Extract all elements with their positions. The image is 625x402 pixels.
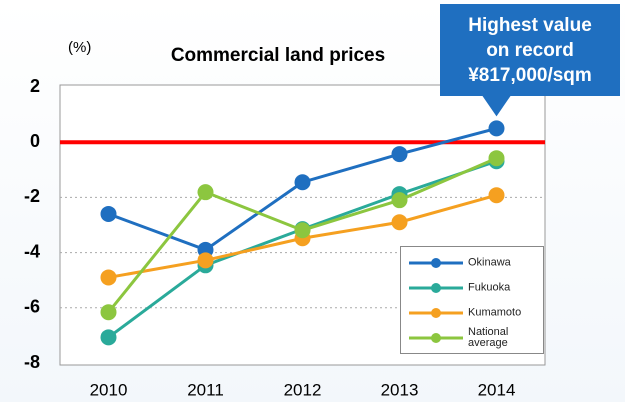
x-tick-label: 2014 (478, 380, 516, 399)
chart-title: Commercial land prices (171, 45, 385, 66)
legend-marker (431, 333, 441, 343)
y-tick-label: -6 (24, 297, 40, 317)
y-tick-label: -8 (24, 352, 40, 372)
legend-label: Okinawa (468, 256, 511, 269)
legend-item: Okinawa (401, 251, 545, 275)
annotation-text: Highest value (468, 14, 592, 36)
y-axis-label: (%) (68, 39, 91, 56)
data-point (100, 269, 117, 286)
data-point (197, 184, 214, 201)
legend-label: Fukuoka (468, 281, 511, 294)
legend-marker (431, 308, 441, 318)
legend-item: National average (401, 326, 545, 350)
data-point (100, 205, 117, 222)
x-tick-label: 2012 (284, 380, 322, 399)
x-tick-label: 2013 (381, 380, 419, 399)
legend-swatch (409, 283, 463, 293)
legend-label: Kumamoto (468, 306, 522, 319)
data-point (197, 252, 214, 269)
x-tick-label: 2011 (187, 380, 224, 399)
data-point (488, 120, 505, 137)
data-point (391, 146, 408, 163)
data-point (100, 304, 117, 321)
legend: Okinawa Fukuoka Kumamoto National average (400, 246, 544, 354)
y-tick-label: 0 (30, 131, 40, 151)
data-point (488, 187, 505, 204)
y-tick-label: -2 (24, 186, 40, 206)
y-tick-label: 2 (30, 76, 40, 96)
data-point (294, 222, 311, 239)
annotation-text: on record (486, 39, 574, 61)
y-tick-label: -4 (24, 241, 40, 261)
annotation-pointer (482, 96, 511, 117)
data-point (100, 329, 117, 346)
annotation-text: ¥817,000/sqm (468, 64, 592, 86)
legend-item: Kumamoto (401, 301, 545, 325)
data-point (294, 174, 311, 191)
legend-item: Fukuoka (401, 276, 545, 300)
annotation-box: Highest value on record ¥817,000/sqm (440, 4, 620, 96)
legend-swatch (409, 333, 463, 343)
data-point (391, 214, 408, 231)
legend-marker (431, 258, 441, 268)
legend-swatch (409, 258, 463, 268)
legend-label: National average (468, 326, 509, 349)
data-point (391, 192, 408, 209)
legend-marker (431, 283, 441, 293)
data-point (488, 150, 505, 167)
x-tick-label: 2010 (90, 380, 128, 399)
legend-swatch (409, 308, 463, 318)
